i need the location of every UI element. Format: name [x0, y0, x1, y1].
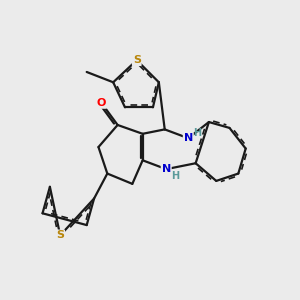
- Text: N: N: [184, 133, 193, 143]
- Text: H: H: [171, 171, 179, 181]
- Text: S: S: [133, 55, 141, 65]
- Text: N: N: [162, 164, 171, 174]
- Text: S: S: [56, 230, 64, 240]
- Text: O: O: [97, 98, 106, 108]
- Text: H: H: [193, 128, 201, 138]
